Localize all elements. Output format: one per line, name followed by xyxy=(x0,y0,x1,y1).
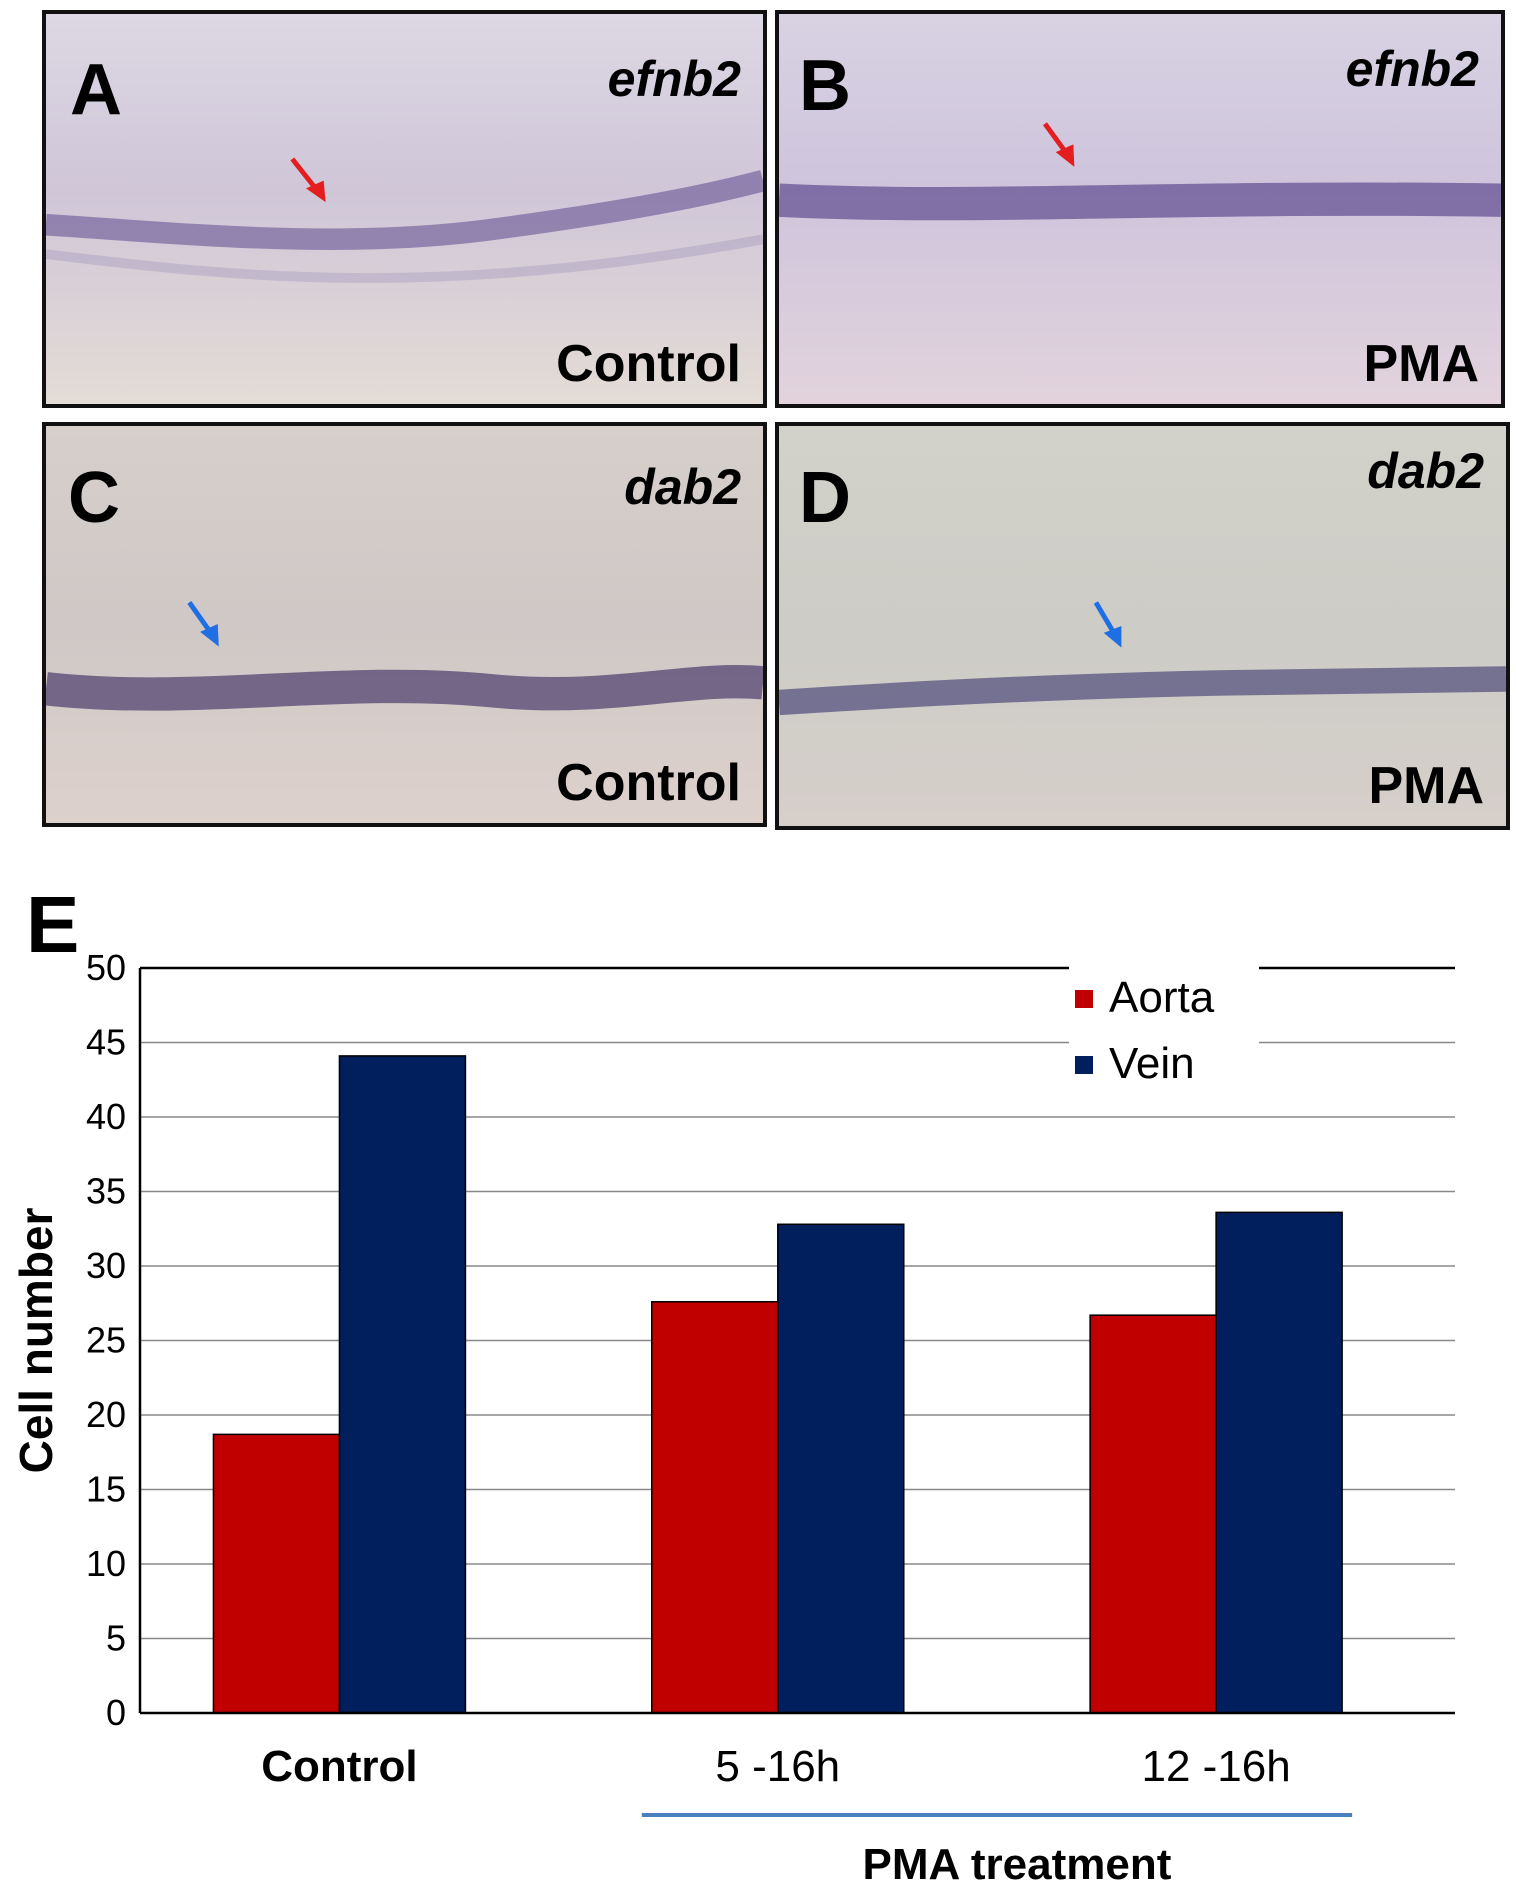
y-tick-label: 0 xyxy=(106,1692,126,1733)
x-tick-label: Control xyxy=(261,1742,417,1791)
bar-chart: 0 5 10 15 20 25 30 35 40 45 50 Control 5 -16h 12 -16h… xyxy=(10,947,1455,1889)
group-label: PMA treatment xyxy=(863,1840,1172,1889)
y-tick-label: 25 xyxy=(86,1320,126,1361)
gene-label: efnb2 xyxy=(607,51,741,107)
panel-c-micrograph xyxy=(46,426,763,823)
legend-swatch xyxy=(1075,990,1093,1008)
bar-vein xyxy=(338,1055,467,1714)
gene-label: efnb2 xyxy=(1345,41,1479,97)
y-tick-label: 45 xyxy=(86,1022,126,1063)
bar-vein xyxy=(777,1223,905,1714)
y-axis-title: Cell number xyxy=(10,1207,62,1473)
panel-d-micrograph xyxy=(779,426,1506,826)
bar-vein xyxy=(1215,1211,1343,1714)
y-tick-label: 10 xyxy=(86,1543,126,1584)
red-arrow-icon xyxy=(290,157,326,203)
condition-label: Control xyxy=(556,754,741,812)
y-tick-label: 30 xyxy=(86,1245,126,1286)
panel-a-micrograph xyxy=(46,14,763,404)
panel-b-micrograph xyxy=(779,14,1501,404)
panel-letter-e: E xyxy=(26,880,80,969)
legend-label: Vein xyxy=(1109,1039,1195,1088)
gene-label: dab2 xyxy=(1367,443,1484,499)
panel-b-arrow-layer xyxy=(1042,122,1075,167)
red-arrow-icon xyxy=(1042,122,1075,167)
legend-box xyxy=(1069,966,1259,1106)
panel-c-arrow-layer xyxy=(187,601,219,647)
y-tick-label: 35 xyxy=(86,1171,126,1212)
panel-c: C dab2 Control xyxy=(42,422,767,827)
panel-b: B efnb2 PMA xyxy=(775,10,1505,408)
y-tick-label: 5 xyxy=(106,1618,126,1659)
y-tick-label: 15 xyxy=(86,1469,126,1510)
y-tick-label: 20 xyxy=(86,1394,126,1435)
panel-letter: D xyxy=(799,458,851,538)
gene-label: dab2 xyxy=(624,459,741,515)
bar-aorta xyxy=(1089,1314,1217,1714)
panel-d-arrow-layer xyxy=(1093,601,1122,648)
panel-d: D dab2 PMA xyxy=(775,422,1510,830)
bar-aorta xyxy=(212,1433,341,1714)
panel-a: A efnb2 Control xyxy=(42,10,767,408)
panel-letter: B xyxy=(799,46,851,126)
blue-arrow-icon xyxy=(187,601,219,647)
panel-letter: C xyxy=(68,458,120,538)
condition-label: PMA xyxy=(1368,757,1484,815)
x-tick-label: 5 -16h xyxy=(715,1742,840,1791)
legend-label: Aorta xyxy=(1109,973,1215,1022)
condition-label: Control xyxy=(556,335,741,393)
panel-a-arrow-layer xyxy=(290,157,326,203)
bar-aorta xyxy=(651,1301,779,1714)
condition-label: PMA xyxy=(1363,335,1479,393)
panel-letter: A xyxy=(70,50,122,130)
y-tick-label: 40 xyxy=(86,1096,126,1137)
x-tick-label: 12 -16h xyxy=(1141,1742,1290,1791)
legend-swatch xyxy=(1075,1056,1093,1074)
blue-arrow-icon xyxy=(1093,601,1122,648)
y-tick-label: 50 xyxy=(86,947,126,988)
